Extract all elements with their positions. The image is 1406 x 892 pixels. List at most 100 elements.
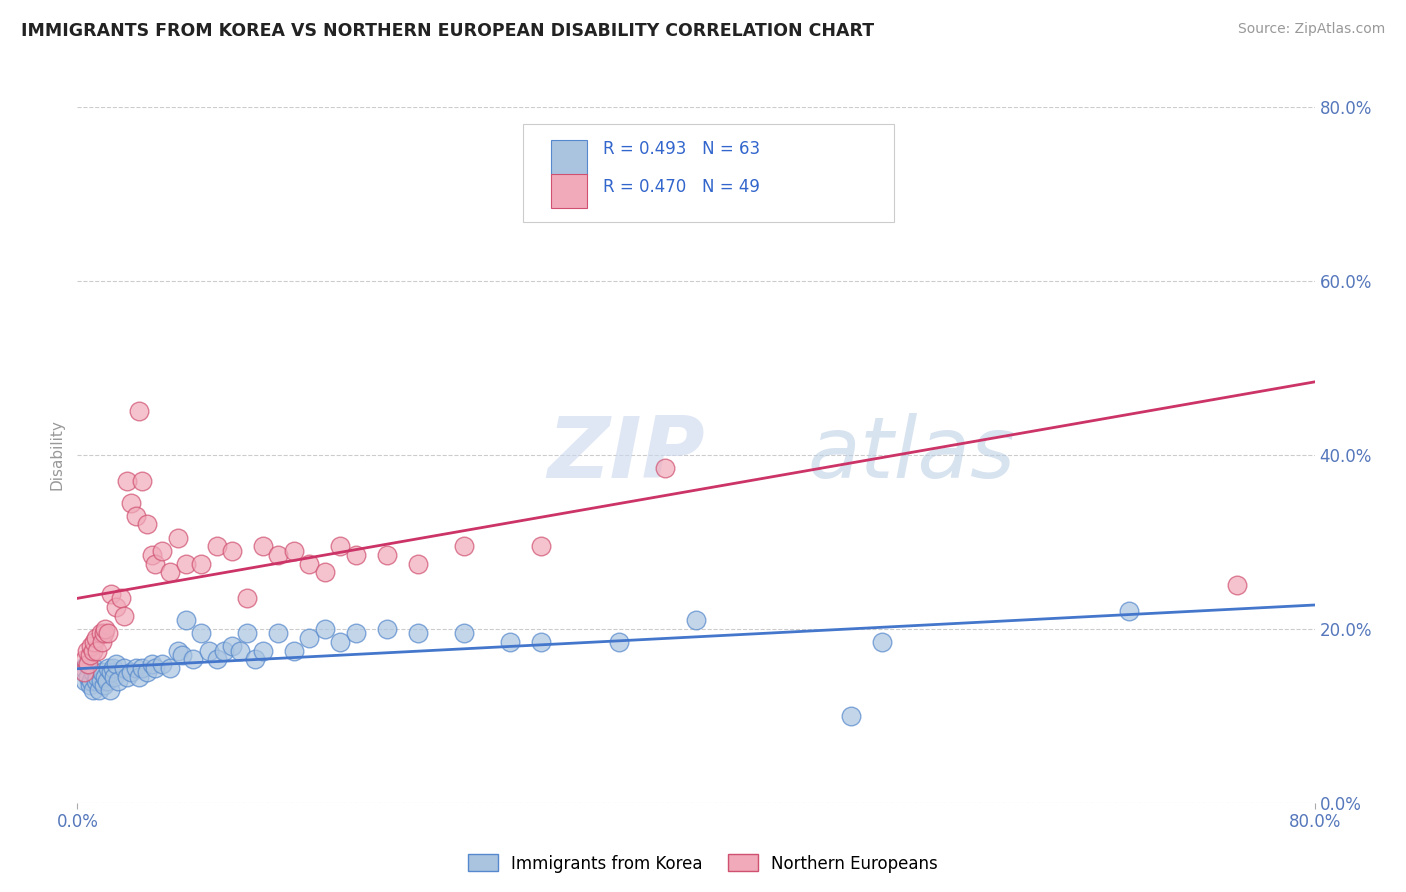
Point [205, 652, 228, 666]
Point [298, 631, 321, 645]
Point [159, 566, 181, 580]
Point [76, 657, 98, 671]
Point [314, 566, 336, 580]
Text: ZIP: ZIP [547, 413, 706, 497]
Point [121, 665, 143, 680]
Point [128, 404, 150, 418]
Point [112, 608, 135, 623]
Point [94, 622, 117, 636]
Point [97, 626, 120, 640]
Point [654, 461, 676, 475]
Point [344, 626, 367, 640]
Point [267, 548, 290, 562]
Point [72, 661, 94, 675]
Point [406, 626, 429, 640]
Point [839, 204, 862, 219]
Point [314, 622, 336, 636]
Point [530, 539, 553, 553]
Point [131, 661, 153, 675]
Point [100, 587, 122, 601]
Point [298, 557, 321, 571]
Point [125, 508, 148, 523]
Point [82, 643, 104, 657]
Point [86, 643, 108, 657]
Point [72, 665, 94, 680]
Point [214, 643, 236, 657]
Point [87, 682, 110, 697]
FancyBboxPatch shape [551, 174, 588, 208]
Point [76, 643, 98, 657]
Point [75, 652, 96, 666]
Point [84, 674, 107, 689]
Point [91, 635, 114, 649]
Point [97, 661, 120, 675]
Point [453, 539, 475, 553]
Point [82, 665, 104, 680]
Point [125, 661, 148, 675]
Point [1118, 605, 1140, 619]
Point [406, 557, 429, 571]
Point [236, 591, 259, 606]
Point [190, 557, 212, 571]
Point [174, 613, 197, 627]
Point [839, 708, 862, 723]
Point [136, 665, 159, 680]
Point [82, 682, 104, 697]
Point [685, 613, 707, 627]
Point [198, 643, 221, 657]
Point [183, 652, 205, 666]
Point [93, 626, 115, 640]
Point [172, 648, 194, 662]
Point [190, 626, 212, 640]
Point [870, 635, 893, 649]
Point [100, 665, 122, 680]
Point [115, 474, 138, 488]
Point [143, 557, 166, 571]
Point [96, 674, 118, 689]
Point [90, 674, 112, 689]
Point [93, 678, 115, 692]
Point [205, 539, 228, 553]
Point [77, 657, 100, 671]
Point [607, 635, 630, 649]
Point [77, 670, 100, 684]
Point [453, 626, 475, 640]
Legend: Immigrants from Korea, Northern Europeans: Immigrants from Korea, Northern European… [461, 847, 945, 880]
Point [105, 600, 128, 615]
FancyBboxPatch shape [551, 140, 588, 175]
Point [80, 639, 103, 653]
Point [136, 517, 159, 532]
Point [101, 661, 124, 675]
Point [86, 670, 108, 684]
Point [112, 661, 135, 675]
Point [229, 643, 252, 657]
Point [221, 639, 243, 653]
Point [221, 543, 243, 558]
Point [530, 635, 553, 649]
Point [105, 657, 128, 671]
Point [283, 543, 305, 558]
Text: Source: ZipAtlas.com: Source: ZipAtlas.com [1237, 22, 1385, 37]
Text: R = 0.470   N = 49: R = 0.470 N = 49 [603, 178, 761, 196]
Point [141, 657, 163, 671]
Point [94, 670, 117, 684]
Point [107, 674, 129, 689]
Point [128, 670, 150, 684]
Point [344, 548, 367, 562]
Text: atlas: atlas [807, 413, 1015, 497]
Point [375, 548, 398, 562]
Point [499, 635, 522, 649]
Point [1226, 578, 1249, 592]
Text: R = 0.493   N = 63: R = 0.493 N = 63 [603, 140, 761, 159]
Point [75, 674, 96, 689]
Point [152, 657, 174, 671]
Point [174, 557, 197, 571]
Point [283, 643, 305, 657]
Point [329, 635, 352, 649]
FancyBboxPatch shape [523, 124, 894, 222]
Point [80, 674, 103, 689]
Point [79, 678, 101, 692]
Text: IMMIGRANTS FROM KOREA VS NORTHERN EUROPEAN DISABILITY CORRELATION CHART: IMMIGRANTS FROM KOREA VS NORTHERN EUROPE… [21, 22, 875, 40]
Y-axis label: Disability: Disability [49, 419, 65, 491]
Point [115, 670, 138, 684]
